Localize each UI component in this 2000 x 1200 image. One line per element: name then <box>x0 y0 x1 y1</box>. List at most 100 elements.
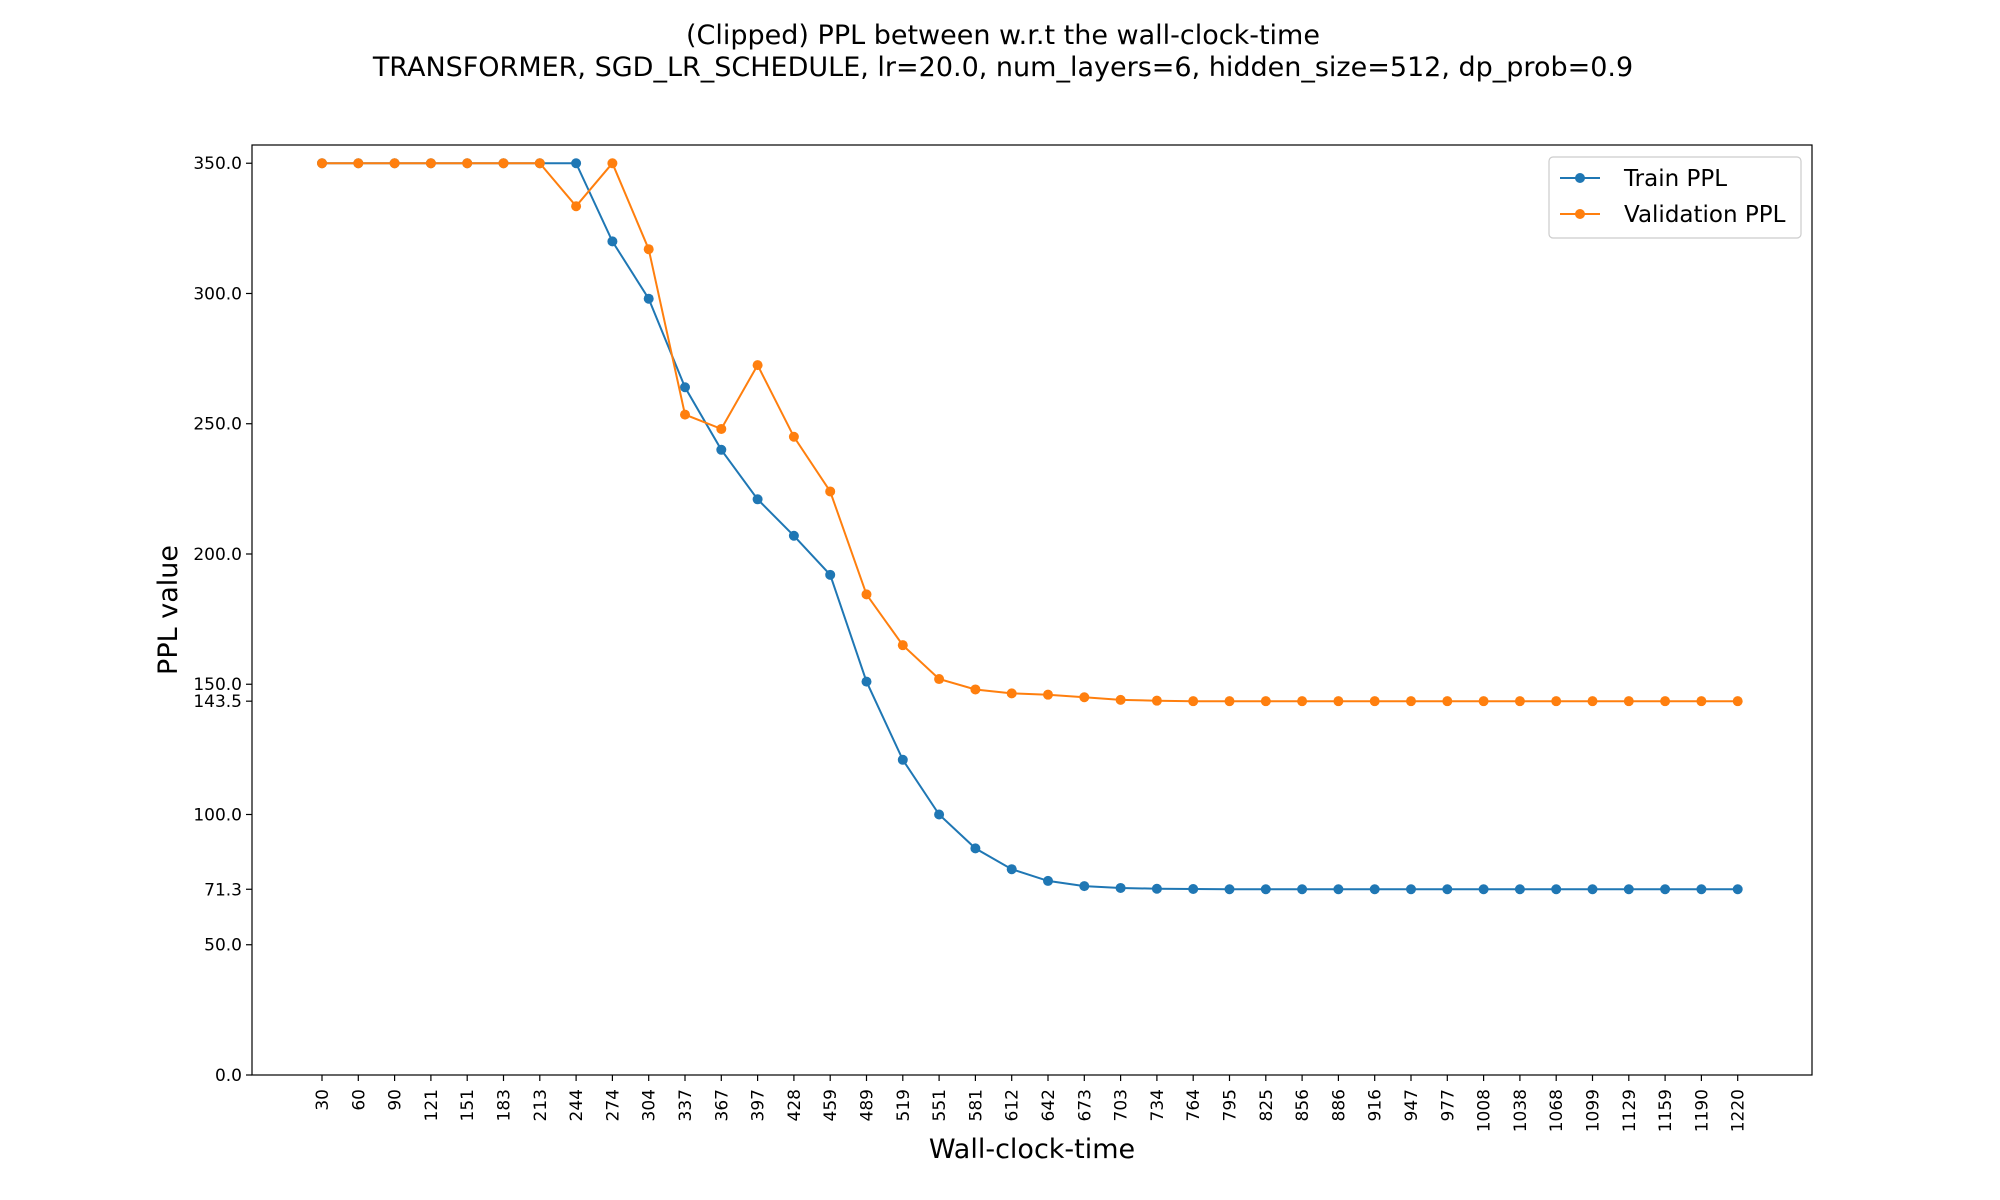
x-tick-label: 764 <box>1184 1089 1204 1121</box>
plot-frame <box>251 144 1813 1076</box>
series-point <box>1188 884 1199 894</box>
y-tick-label: 50.0 <box>204 936 242 956</box>
x-tick-label: 428 <box>785 1089 805 1121</box>
x-tick-label: 519 <box>894 1089 914 1121</box>
series-point <box>1478 696 1489 707</box>
series-point <box>1079 692 1090 703</box>
series-point <box>1006 688 1017 699</box>
series-point <box>1260 884 1271 895</box>
plot-series <box>317 158 1743 895</box>
x-tick-label: 1190 <box>1692 1089 1712 1132</box>
y-tick-label: 100.0 <box>193 805 242 825</box>
series-point <box>498 158 509 169</box>
series-point <box>1188 696 1199 707</box>
series-point <box>1442 696 1453 707</box>
series-point <box>788 431 799 442</box>
series-point <box>425 158 436 169</box>
y-tick-label: 300.0 <box>193 284 242 304</box>
series-point <box>1079 881 1090 892</box>
series-point <box>1587 696 1598 707</box>
x-tick-label: 1038 <box>1511 1089 1531 1132</box>
series-point <box>1151 883 1162 894</box>
series-point <box>1696 884 1707 895</box>
series-point <box>1514 696 1525 707</box>
series-point <box>1115 694 1126 705</box>
series-point <box>1369 884 1380 895</box>
x-tick-label: 30 <box>313 1089 333 1111</box>
series-point <box>934 809 945 820</box>
x-tick-label: 274 <box>603 1089 623 1121</box>
series-point <box>1478 884 1489 895</box>
series-point <box>643 293 654 304</box>
x-tick-label: 551 <box>930 1089 950 1121</box>
series-point <box>680 409 690 420</box>
series-point <box>643 244 654 255</box>
series-point <box>1660 696 1671 707</box>
series-point <box>1551 696 1562 707</box>
chart-subtitle: TRANSFORMER, SGD_LR_SCHEDULE, lr=20.0, n… <box>372 52 1633 83</box>
x-tick-label: 459 <box>821 1089 841 1121</box>
series-point <box>680 382 690 393</box>
x-tick-label: 90 <box>386 1089 406 1111</box>
series-point <box>752 360 763 371</box>
series-point <box>970 843 981 854</box>
series-point <box>1006 864 1017 875</box>
legend-marker <box>1575 173 1585 183</box>
x-tick-label: 489 <box>858 1089 878 1121</box>
legend-label: Train PPL <box>1623 166 1727 192</box>
series-point <box>716 444 727 455</box>
x-tick-label: 121 <box>422 1089 442 1121</box>
x-tick-label: 673 <box>1075 1089 1095 1121</box>
series-point <box>1043 875 1053 886</box>
legend-label: Validation PPL <box>1624 202 1786 228</box>
x-tick-label: 1068 <box>1547 1089 1567 1132</box>
series-point <box>1660 884 1671 895</box>
series-point <box>897 754 908 765</box>
series-point <box>607 158 618 169</box>
x-tick-label: 1129 <box>1620 1089 1640 1132</box>
series-point <box>1623 696 1634 707</box>
x-tick-label: 581 <box>966 1089 986 1121</box>
series-point <box>1260 696 1271 707</box>
x-tick-label: 916 <box>1366 1089 1386 1121</box>
series-point <box>1043 689 1053 700</box>
x-tick-label: 1099 <box>1584 1089 1604 1132</box>
series-point <box>571 158 582 169</box>
series-point <box>353 158 364 169</box>
series-point <box>534 158 545 169</box>
series-point <box>1406 696 1416 707</box>
series-point <box>1369 696 1380 707</box>
series-point <box>752 494 763 505</box>
x-tick-label: 1220 <box>1729 1089 1749 1132</box>
legend-marker <box>1575 209 1585 219</box>
series-line <box>322 162 1738 891</box>
series-point <box>1151 695 1162 706</box>
series-point <box>1333 696 1344 707</box>
x-tick-label: 337 <box>676 1089 696 1121</box>
series-point <box>1224 884 1235 895</box>
x-tick-label: 213 <box>531 1089 551 1121</box>
series-point <box>861 676 872 687</box>
series-point <box>716 423 727 434</box>
y-tick-label: 71.3 <box>204 880 242 900</box>
y-axis-label: PPL value <box>153 545 184 675</box>
x-tick-label: 947 <box>1402 1089 1422 1121</box>
series-point <box>1623 884 1634 895</box>
y-tick-label: 150.0 <box>193 675 242 695</box>
series-point <box>1696 696 1707 707</box>
x-tick-label: 60 <box>349 1089 369 1111</box>
series-point <box>317 158 327 169</box>
series-point <box>571 201 582 212</box>
series-point <box>1224 696 1235 707</box>
x-tick-label: 886 <box>1329 1089 1349 1121</box>
series-point <box>1732 696 1743 707</box>
series-point <box>1297 884 1308 895</box>
x-tick-label: 703 <box>1112 1089 1132 1121</box>
y-tick-label: 350.0 <box>193 154 242 174</box>
series-point <box>1115 882 1126 893</box>
x-tick-label: 151 <box>458 1089 478 1121</box>
x-tick-label: 397 <box>749 1089 769 1121</box>
series-point <box>462 158 473 169</box>
series-point <box>1514 884 1525 895</box>
